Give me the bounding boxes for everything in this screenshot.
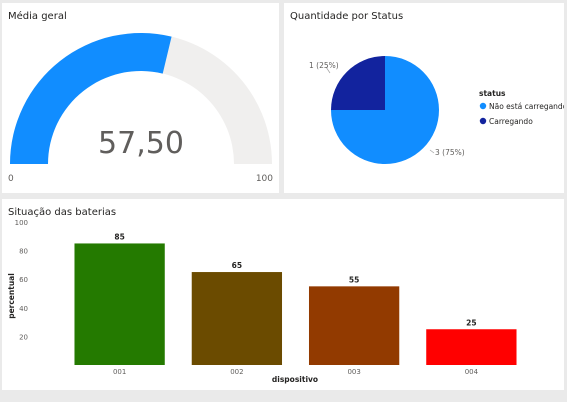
legend-title: status (479, 89, 506, 98)
data-label-002: 65 (232, 261, 242, 270)
pie-leader-line-nao-carregando (429, 149, 435, 154)
y-tick-label: 20 (19, 333, 28, 341)
x-tick-label-001: 001 (113, 368, 126, 376)
legend-item-nao-carregando[interactable]: Não está carregando (489, 102, 567, 111)
bar-003[interactable] (308, 286, 400, 365)
y-tick-label: 100 (15, 219, 28, 227)
legend-marker-nao-carregando (479, 102, 487, 110)
data-label-003: 55 (349, 275, 359, 284)
legend-item-carregando[interactable]: Carregando (489, 117, 533, 126)
bar-chart-card: Situação das baterias 20 40 60 80 100 85 001 6… (2, 199, 564, 390)
x-tick-label-003: 003 (347, 368, 360, 376)
bar-chart-title: Situação das baterias (8, 207, 117, 218)
gauge-card: Média geral 57,50 0 100 (2, 3, 279, 193)
gauge-min-label: 0 (8, 174, 14, 184)
y-tick-label: 80 (19, 248, 28, 256)
pie-chart: 1 (25%) 3 (75%) status Não está carregan… (309, 56, 567, 164)
pie-title: Quantidade por Status (290, 11, 404, 22)
bar-001[interactable] (74, 243, 165, 365)
pie-label-nao-carregando: 3 (75%) (435, 148, 465, 157)
data-label-004: 25 (466, 318, 476, 327)
legend-marker-carregando (479, 117, 487, 125)
y-axis-title: percentual (7, 273, 16, 319)
gauge-max-label: 100 (256, 174, 273, 184)
gauge-chart: 57,50 0 100 (8, 33, 273, 184)
pie-label-carregando: 1 (25%) (309, 61, 339, 70)
data-label-001: 85 (114, 232, 124, 241)
gauge-title: Média geral (8, 11, 67, 22)
gauge-value: 57,50 (98, 126, 184, 161)
pie-leader-line-carregando (325, 66, 331, 74)
x-axis-title: dispositivo (272, 375, 318, 384)
x-tick-label-002: 002 (230, 368, 243, 376)
bar-004[interactable] (426, 329, 517, 365)
bar-chart: 20 40 60 80 100 85 001 65 002 55 003 25 004 percent… (7, 219, 517, 384)
x-tick-label-004: 004 (465, 368, 479, 376)
pie-card: Quantidade por Status 1 (25%) 3 (75%) st… (284, 3, 567, 193)
pie-slice-carregando[interactable] (331, 56, 385, 110)
bar-002[interactable] (191, 272, 283, 365)
gauge-fill (10, 33, 172, 164)
y-tick-label: 60 (19, 276, 28, 284)
y-tick-label: 40 (19, 305, 28, 313)
